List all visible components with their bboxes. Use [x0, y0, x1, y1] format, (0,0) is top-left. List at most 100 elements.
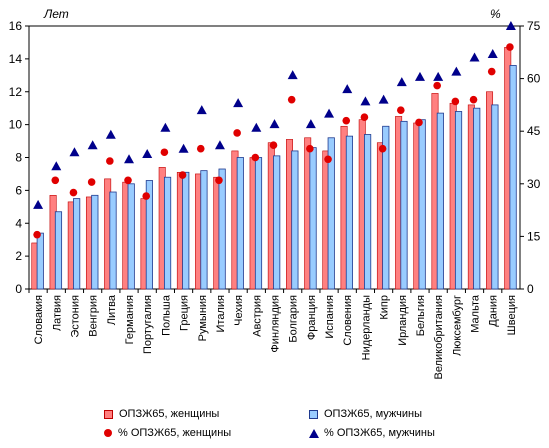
- bar-men: [509, 65, 517, 290]
- category-label: Великобритания: [433, 295, 445, 380]
- category-label: Нидерланды: [360, 295, 372, 360]
- bar-men: [91, 194, 99, 290]
- category-label: Кипр: [379, 295, 391, 320]
- dot-women-pct: [342, 116, 351, 125]
- dot-women-pct: [487, 67, 496, 76]
- triangle-men-pct: [487, 49, 498, 59]
- triangle-men-pct: [214, 140, 225, 150]
- category-label: Латвия: [51, 295, 63, 331]
- category-label: Мальта: [470, 294, 482, 333]
- triangle-men-pct: [324, 108, 335, 118]
- dot-women-pct: [196, 144, 205, 153]
- category-label: Португалия: [142, 295, 154, 354]
- dot-women-pct: [69, 188, 78, 197]
- triangle-men-pct: [396, 77, 407, 87]
- category-label: Эстония: [69, 295, 81, 338]
- left-axis-tick-label: 8: [15, 151, 22, 165]
- category-label: Германия: [124, 295, 136, 344]
- triangle-men-pct: [269, 119, 280, 129]
- dot-women-pct: [287, 95, 296, 104]
- right-axis-tick-label: 15: [527, 229, 541, 243]
- dot-women-pct: [33, 230, 41, 239]
- category-label: Бельгия: [415, 295, 427, 336]
- dot-women-pct: [51, 176, 60, 185]
- bar-men: [291, 150, 299, 290]
- bar-men: [327, 137, 335, 290]
- bar-men: [418, 119, 426, 290]
- category-label: Австрия: [251, 295, 263, 337]
- triangle-men-pct: [124, 154, 135, 164]
- bar-men: [491, 104, 499, 290]
- bar-men: [309, 147, 317, 290]
- triangle-men-pct: [451, 66, 462, 76]
- triangle-men-pct: [105, 129, 116, 139]
- category-label: Болгария: [288, 295, 300, 343]
- dot-women-pct: [87, 178, 96, 186]
- category-label: Литва: [106, 294, 118, 325]
- left-axis-tick-label: 4: [15, 216, 22, 230]
- dot-women-pct: [451, 97, 460, 106]
- category-label: Дания: [488, 295, 500, 327]
- bar-men: [254, 157, 263, 290]
- triangle-men-pct: [69, 147, 80, 157]
- category-label: Польша: [160, 294, 172, 336]
- triangle-men-pct: [305, 119, 316, 129]
- triangle-men-pct: [469, 52, 480, 62]
- left-axis-tick-label: 16: [9, 19, 23, 33]
- bar-men: [200, 170, 208, 290]
- category-label: Франция: [306, 295, 318, 340]
- bar-series-group: [31, 47, 517, 290]
- bar-men: [400, 120, 408, 290]
- dot-women-pct: [324, 155, 332, 164]
- bar-men: [436, 112, 444, 290]
- bar-men: [218, 168, 226, 290]
- dot-women-pct: [178, 171, 187, 179]
- category-label: Греция: [179, 295, 191, 331]
- left-axis-tick-label: 14: [9, 52, 23, 66]
- triangle-men-pct: [433, 71, 444, 81]
- triangle-men-pct: [33, 199, 44, 209]
- bar-men: [109, 191, 117, 290]
- triangle-men-pct: [196, 105, 207, 115]
- category-label: Румыния: [197, 295, 209, 341]
- triangle-men-pct: [251, 122, 262, 132]
- right-axis-tick-label: 45: [527, 124, 541, 138]
- dot-women-pct: [469, 95, 478, 104]
- bar-men: [454, 111, 463, 290]
- category-label: Словения: [342, 295, 354, 346]
- dot-women-pct: [233, 129, 241, 137]
- triangle-men-pct: [414, 71, 425, 81]
- dot-women-pct: [360, 113, 369, 121]
- category-label: Люксембург: [451, 295, 463, 356]
- triangle-men-pct: [178, 143, 189, 153]
- right-axis-tick-label: 60: [527, 72, 541, 86]
- triangle-men-pct: [505, 21, 516, 30]
- left-axis-unit: Лет: [43, 7, 69, 21]
- dot-women-pct: [251, 153, 260, 162]
- dot-women-pct: [378, 144, 387, 153]
- left-axis-tick-label: 0: [15, 282, 22, 296]
- bar-men: [236, 157, 244, 290]
- dot-women-pct: [160, 148, 169, 157]
- triangle-men-pct: [87, 140, 98, 150]
- category-label: Италия: [215, 295, 227, 333]
- right-axis-unit: %: [490, 7, 501, 21]
- left-axis-tick-label: 6: [15, 183, 22, 197]
- category-label: Венгрия: [88, 295, 100, 337]
- bar-men: [273, 155, 281, 290]
- right-axis-tick-label: 0: [527, 282, 534, 296]
- category-label: Ирландия: [397, 295, 409, 346]
- right-axis-tick-label: 75: [527, 19, 541, 33]
- bar-men: [163, 176, 172, 290]
- dot-women-pct: [142, 192, 151, 200]
- right-axis-tick-label: 30: [527, 177, 541, 191]
- left-axis-tick-label: 12: [9, 85, 23, 99]
- marker-series-group: [33, 21, 516, 239]
- bar-men: [473, 107, 481, 290]
- triangle-men-pct: [378, 94, 389, 104]
- triangle-men-pct: [233, 98, 244, 108]
- bar-men: [36, 232, 44, 290]
- dot-women-pct: [124, 176, 132, 185]
- category-label: Финляндия: [270, 295, 282, 353]
- category-label: Словакия: [33, 295, 45, 344]
